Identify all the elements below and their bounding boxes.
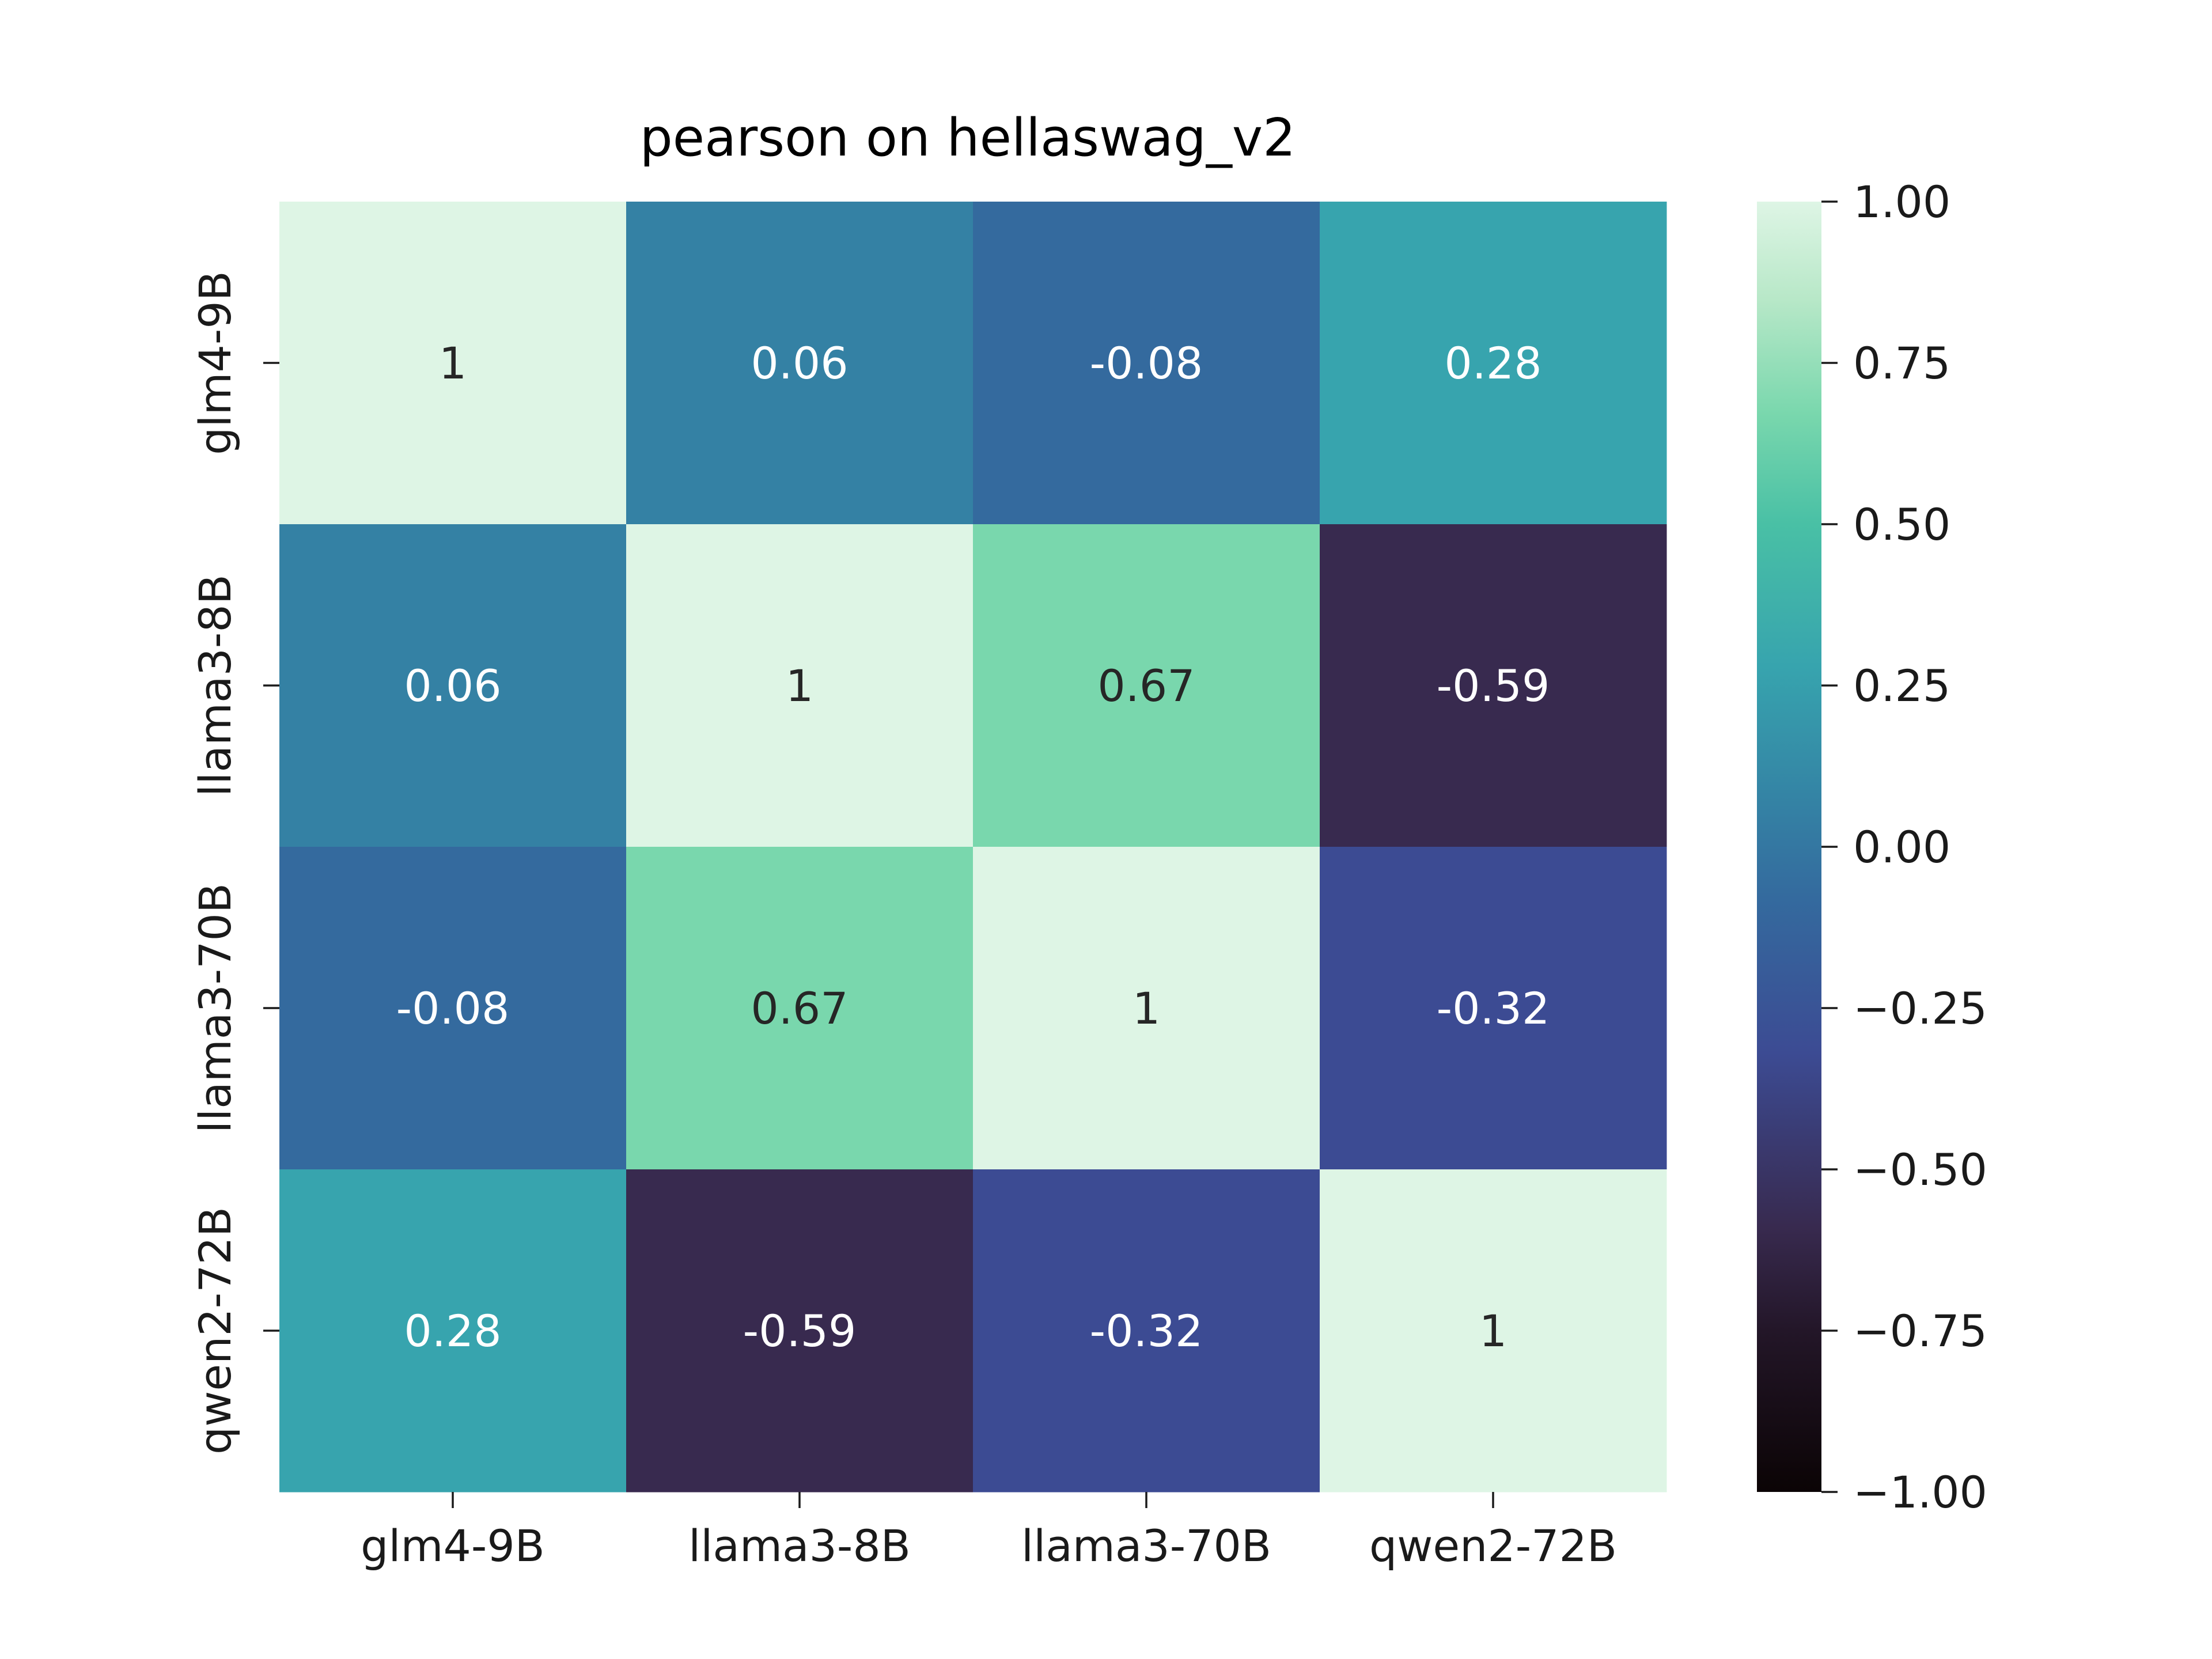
x-tick-label: llama3-70B [1021,1520,1271,1571]
heatmap-cell [973,847,1320,1170]
heatmap-cell [279,847,627,1170]
heatmap-cell-labels: 1 0.06 -0.08 0.28 0.06 1 0.67 -0.59 -0.08 0.67 1 -0… [396,338,1550,1357]
colorbar-tick-label: −0.75 [1853,1305,1987,1357]
y-tick-label: glm4-9B [190,271,241,455]
heatmap-cells [279,202,1667,1493]
heatmap-cell [626,202,974,525]
cell-value-label: 0.28 [1444,338,1541,389]
x-axis: glm4-9B llama3-8B llama3-70B qwen2-72B [361,1492,1617,1571]
x-tick-label: llama3-8B [688,1520,911,1571]
x-tick-label: glm4-9B [361,1520,545,1571]
cell-value-label: 0.06 [751,338,848,389]
heatmap-cell [626,1169,974,1493]
colorbar-tick-label: 0.75 [1853,338,1950,389]
cell-value-label: -0.59 [1437,660,1550,711]
y-axis: glm4-9B llama3-8B llama3-70B qwen2-72B [190,271,279,1455]
cell-value-label: 0.28 [404,1305,501,1357]
cell-value-label: 0.06 [404,660,501,711]
colorbar-tick-label: 0.25 [1853,660,1950,711]
cell-value-label: -0.32 [1437,983,1550,1034]
cell-value-label: 1 [1132,983,1160,1034]
heatmap-cell [279,1169,627,1493]
chart-title: pearson on hellaswag_v2 [640,108,1296,168]
colorbar-axis: 1.00 0.75 0.50 0.25 0.00 −0.25 −0.50 −0.75 −1.00 [1821,176,1987,1518]
cell-value-label: 1 [1479,1305,1507,1357]
cell-value-label: 1 [439,338,467,389]
y-tick-label: qwen2-72B [190,1207,241,1455]
heatmap-cell [973,524,1320,847]
cell-value-label: -0.08 [1090,338,1203,389]
heatmap-cell [1320,1169,1667,1493]
cell-value-label: 0.67 [751,983,848,1034]
heatmap-cell [1320,202,1667,525]
heatmap-cell [1320,847,1667,1170]
cell-value-label: 1 [786,660,813,711]
colorbar-tick-label: 0.50 [1853,499,1950,550]
colorbar-tick-label: −1.00 [1853,1467,1987,1518]
cell-value-label: -0.08 [396,983,510,1034]
y-tick-label: llama3-70B [190,883,241,1133]
colorbar [1757,202,1821,1492]
colorbar-tick-label: 0.00 [1853,821,1950,873]
colorbar-tick-label: −0.50 [1853,1144,1987,1195]
colorbar-gradient [1757,202,1821,1492]
heatmap-cell [279,524,627,847]
cell-value-label: -0.59 [743,1305,857,1357]
heatmap-cell [626,524,974,847]
heatmap-cell [973,202,1320,525]
y-tick-label: llama3-8B [190,574,241,797]
x-tick-label: qwen2-72B [1369,1520,1617,1571]
cell-value-label: 0.67 [1097,660,1195,711]
heatmap-cell [626,847,974,1170]
heatmap-cell [279,202,627,525]
cell-value-label: -0.32 [1090,1305,1203,1357]
colorbar-tick-label: 1.00 [1853,176,1950,228]
colorbar-tick-label: −0.25 [1853,983,1987,1034]
heatmap-cell [1320,524,1667,847]
heatmap-cell [973,1169,1320,1493]
